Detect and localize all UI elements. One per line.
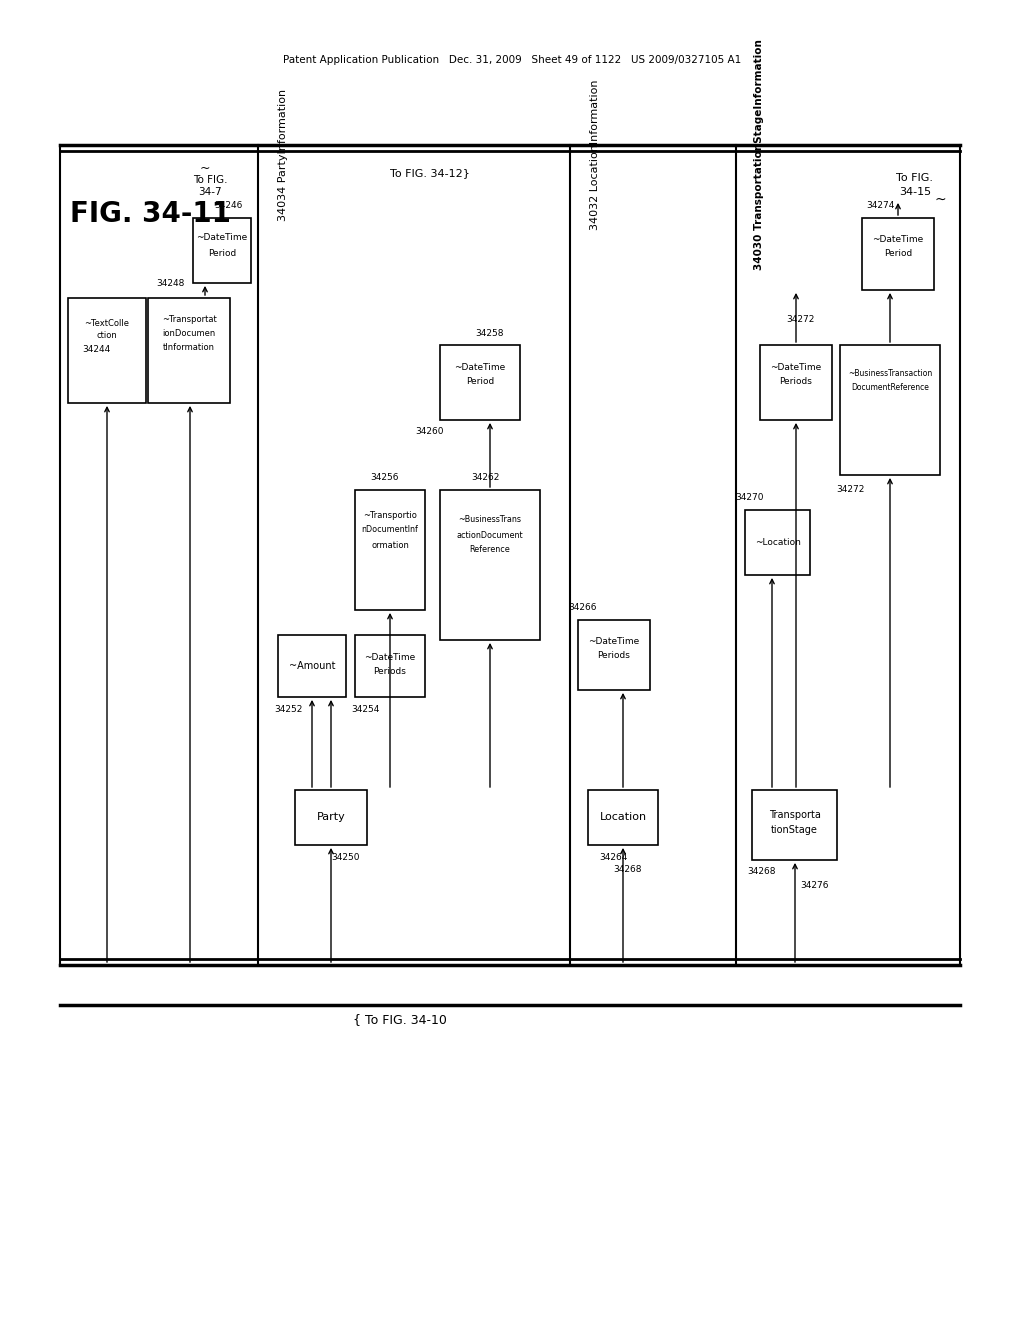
Text: 34244: 34244 xyxy=(82,346,111,355)
Text: Period: Period xyxy=(208,248,237,257)
Bar xyxy=(278,635,346,697)
Text: 34274: 34274 xyxy=(866,201,894,210)
Text: ~DateTime: ~DateTime xyxy=(872,235,924,244)
Text: actionDocument: actionDocument xyxy=(457,531,523,540)
Text: 34266: 34266 xyxy=(568,603,597,612)
Text: ~Amount: ~Amount xyxy=(289,661,335,671)
Text: Period: Period xyxy=(466,376,495,385)
Bar xyxy=(752,789,837,861)
Text: 34268: 34268 xyxy=(613,866,642,874)
Text: ~DateTime: ~DateTime xyxy=(589,638,640,647)
Text: ~DateTime: ~DateTime xyxy=(365,652,416,661)
Bar xyxy=(193,218,251,282)
Text: 34268: 34268 xyxy=(748,867,776,876)
Text: ~TextColle: ~TextColle xyxy=(85,318,129,327)
Text: 34276: 34276 xyxy=(800,880,828,890)
Text: { To FIG. 34-10: { To FIG. 34-10 xyxy=(353,1014,446,1027)
Text: Transporta: Transporta xyxy=(769,810,820,820)
Bar xyxy=(440,345,520,420)
Text: 34272: 34272 xyxy=(836,486,864,495)
Text: tInformation: tInformation xyxy=(163,343,215,352)
Text: 34254: 34254 xyxy=(351,705,379,714)
Text: ction: ction xyxy=(96,331,118,341)
Text: 34260: 34260 xyxy=(416,428,444,437)
Text: Location: Location xyxy=(599,813,646,822)
Text: 34034 PartyInformation: 34034 PartyInformation xyxy=(278,88,288,220)
Text: tionStage: tionStage xyxy=(771,825,818,836)
Text: 34258: 34258 xyxy=(476,329,504,338)
Text: To FIG.: To FIG. xyxy=(193,176,227,185)
Text: ~DateTime: ~DateTime xyxy=(197,234,248,243)
Text: 34256: 34256 xyxy=(371,474,399,483)
Bar xyxy=(440,490,540,640)
Text: Reference: Reference xyxy=(470,545,510,554)
Text: 34250: 34250 xyxy=(332,853,360,862)
Text: 34030 TransportationStageInformation: 34030 TransportationStageInformation xyxy=(754,40,764,271)
Text: 34262: 34262 xyxy=(471,474,499,483)
Bar xyxy=(588,789,658,845)
Bar xyxy=(355,635,425,697)
Text: ~Transportio: ~Transportio xyxy=(364,511,417,520)
Bar xyxy=(295,789,367,845)
Text: 34270: 34270 xyxy=(736,494,764,503)
Text: Periods: Periods xyxy=(779,376,812,385)
Text: 34-7: 34-7 xyxy=(199,187,222,197)
Text: ~Transportat: ~Transportat xyxy=(162,315,216,325)
Text: 34-15: 34-15 xyxy=(899,187,931,197)
Bar xyxy=(68,298,146,403)
Text: To FIG. 34-12}: To FIG. 34-12} xyxy=(390,168,470,178)
Text: Period: Period xyxy=(884,249,912,259)
Text: ~DateTime: ~DateTime xyxy=(770,363,821,371)
Bar xyxy=(745,510,810,576)
Text: ~: ~ xyxy=(200,161,210,174)
Text: Patent Application Publication   Dec. 31, 2009   Sheet 49 of 1122   US 2009/0327: Patent Application Publication Dec. 31, … xyxy=(283,55,741,65)
Bar xyxy=(148,298,230,403)
Text: ~: ~ xyxy=(934,193,946,207)
Text: ~BusinessTrans: ~BusinessTrans xyxy=(459,516,521,524)
Text: Party: Party xyxy=(316,813,345,822)
Bar xyxy=(355,490,425,610)
Bar xyxy=(862,218,934,290)
Text: ormation: ormation xyxy=(371,540,409,549)
Text: 34246: 34246 xyxy=(214,201,243,210)
Text: DocumentReference: DocumentReference xyxy=(851,384,929,392)
Bar xyxy=(760,345,831,420)
Text: ~DateTime: ~DateTime xyxy=(455,363,506,371)
Text: 34272: 34272 xyxy=(785,315,814,325)
Text: nDocumentInf: nDocumentInf xyxy=(361,525,419,535)
Text: 34248: 34248 xyxy=(156,279,184,288)
Text: 34264: 34264 xyxy=(599,853,627,862)
Text: ionDocumen: ionDocumen xyxy=(163,330,216,338)
Bar xyxy=(840,345,940,475)
Text: Periods: Periods xyxy=(598,652,631,660)
Text: ~Location: ~Location xyxy=(755,539,801,546)
Text: FIG. 34-11: FIG. 34-11 xyxy=(70,201,230,228)
Text: 34032 LocationInformation: 34032 LocationInformation xyxy=(590,79,600,230)
Text: 34252: 34252 xyxy=(273,705,302,714)
Text: Periods: Periods xyxy=(374,667,407,676)
Bar xyxy=(578,620,650,690)
Text: ~BusinessTransaction: ~BusinessTransaction xyxy=(848,368,932,378)
Text: To FIG.: To FIG. xyxy=(896,173,934,183)
